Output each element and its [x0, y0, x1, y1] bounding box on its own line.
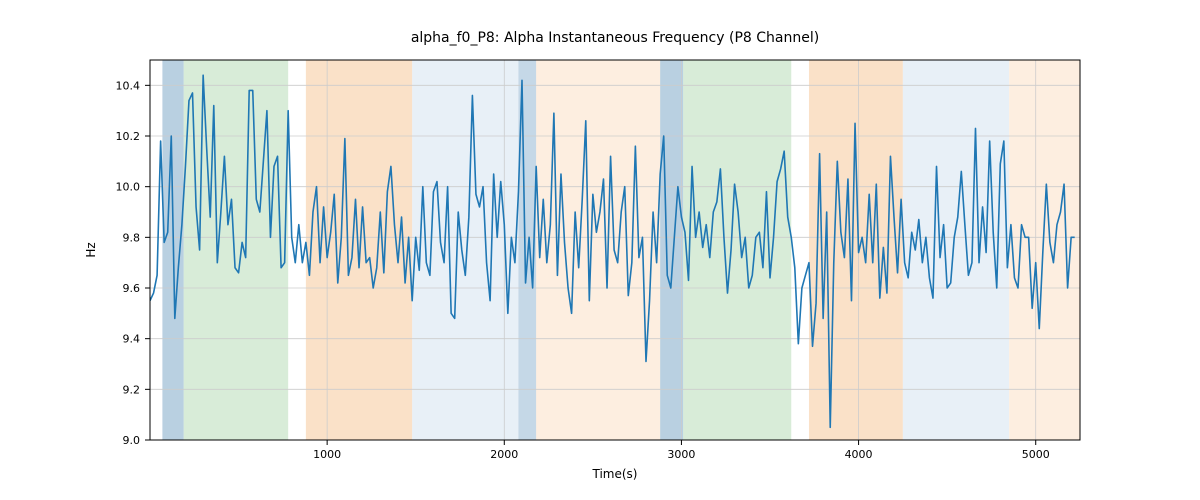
y-tick-label: 10.2 [116, 130, 141, 143]
chart-container: 1000 2000 3000 4000 5000 9.0 9.2 9.4 9.6 9.8 10.0 1… [0, 0, 1200, 500]
x-tick-label: 1000 [313, 448, 341, 461]
y-tick-label: 10.4 [116, 79, 141, 92]
x-axis-label: Time(s) [592, 467, 638, 481]
x-tick-label: 2000 [490, 448, 518, 461]
band [660, 60, 683, 440]
x-tick-label: 4000 [845, 448, 873, 461]
band [412, 60, 518, 440]
chart-title: alpha_f0_P8: Alpha Instantaneous Frequen… [411, 30, 819, 46]
band [903, 60, 1009, 440]
y-tick-label: 9.2 [123, 383, 141, 396]
band [683, 60, 791, 440]
y-axis-label: Hz [84, 242, 98, 257]
x-tick-label: 3000 [667, 448, 695, 461]
y-tick-label: 9.0 [123, 434, 141, 447]
y-tick-label: 9.8 [123, 231, 141, 244]
line-chart: 1000 2000 3000 4000 5000 9.0 9.2 9.4 9.6 9.8 10.0 1… [0, 0, 1200, 500]
y-tick-label: 10.0 [116, 181, 141, 194]
y-tick-label: 9.6 [123, 282, 141, 295]
x-tick-label: 5000 [1022, 448, 1050, 461]
y-tick-label: 9.4 [123, 333, 141, 346]
